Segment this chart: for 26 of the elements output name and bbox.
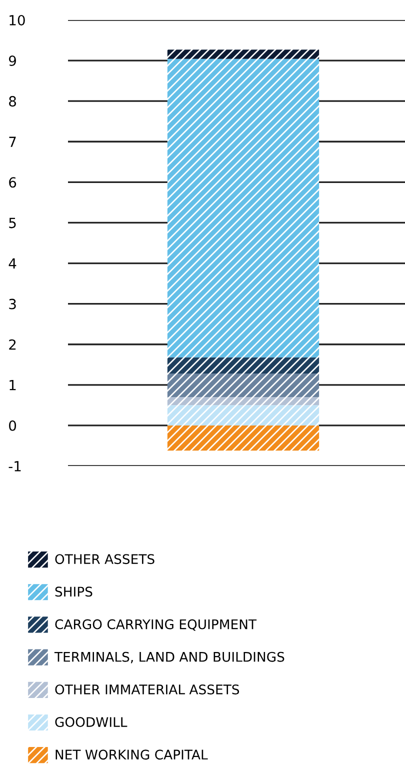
bar (167, 425, 320, 451)
y-tick-label: 2 (9, 339, 16, 350)
legend-label: OTHER IMMATERIAL ASSETS (55, 684, 240, 694)
y-tick-label: 10 (10, 14, 25, 26)
bar (167, 405, 320, 426)
bar (167, 58, 320, 358)
bar (167, 374, 320, 398)
legend-label: GOODWILL (55, 717, 128, 728)
y-tick-label: 5 (9, 218, 16, 228)
bar (167, 357, 320, 374)
y-tick-label: 1 (10, 380, 16, 390)
legend-label: OTHER ASSETS (55, 554, 154, 564)
bar (167, 397, 320, 406)
bar (167, 50, 320, 59)
y-tick-label: 7 (9, 136, 16, 147)
legend-label: TERMINALS, LAND AND BUILDINGS (54, 652, 284, 664)
y-tick-label: 6 (9, 177, 16, 188)
y-tick-label: 0 (9, 420, 16, 431)
legend-label: CARGO CARRYING EQUIPMENT (55, 619, 257, 631)
y-tick-label: 3 (9, 298, 16, 310)
y-tick-label: -1 (8, 461, 21, 472)
legend-label: NET WORKING CAPITAL (56, 750, 208, 760)
y-tick-label: 8 (9, 96, 16, 107)
y-tick-label: 4 (8, 258, 16, 269)
y-tick-label: 9 (8, 56, 16, 66)
legend-label: SHIPS (55, 586, 92, 597)
